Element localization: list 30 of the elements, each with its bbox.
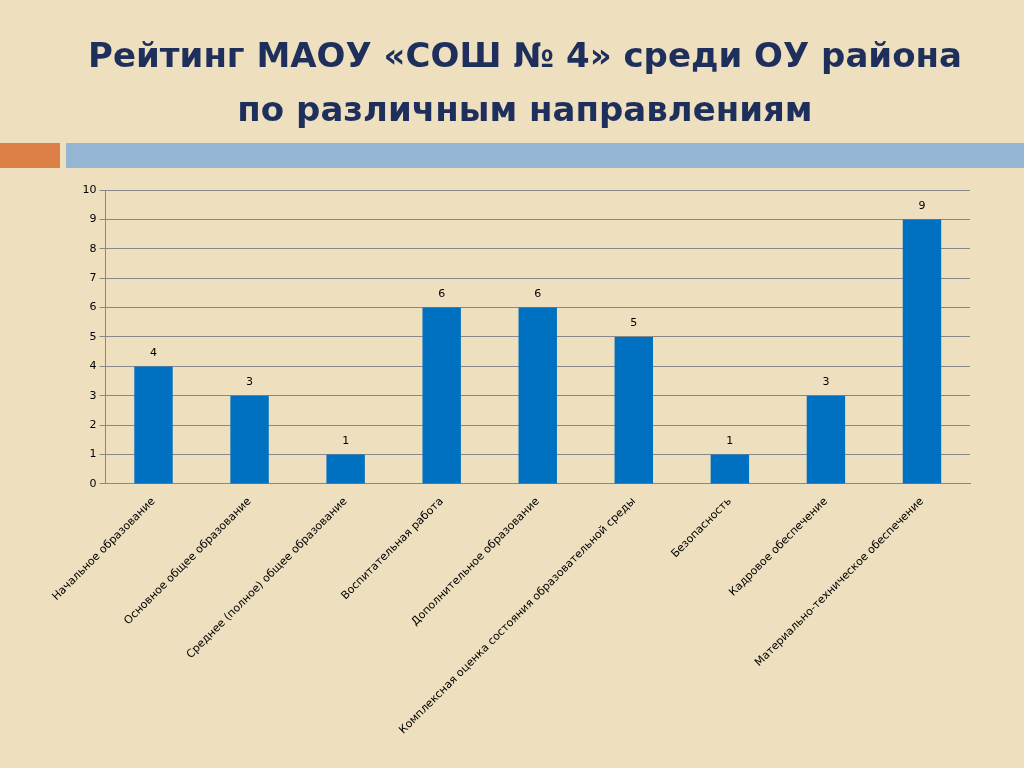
y-tick-label: 9 [89,212,97,226]
data-label: 3 [822,375,830,389]
data-label: 6 [534,286,542,300]
bar [902,219,942,484]
bar [806,395,846,484]
y-tick-label: 0 [89,476,97,490]
data-label: 3 [246,375,254,389]
bar [614,337,654,484]
y-tick-label: 1 [89,447,97,461]
data-label: 1 [726,433,734,447]
y-tick-label: 6 [89,300,97,314]
data-label: 5 [630,316,638,330]
data-label: 9 [918,198,926,212]
bar [710,454,750,484]
y-tick-label: 3 [89,388,97,402]
y-tick-label: 4 [89,359,97,373]
bar [518,307,557,484]
bar [230,395,269,484]
bar [326,454,365,484]
y-tick-label: 10 [82,182,97,196]
data-label: 6 [438,286,446,300]
y-tick-label: 8 [89,241,97,255]
data-label: 1 [342,433,350,447]
bar [134,366,173,484]
bar [422,307,461,484]
data-label: 4 [150,345,158,359]
y-tick-label: 5 [89,329,97,343]
chart-title: Рейтинг МАОУ «СОШ № 4» среди ОУ района по различным направлениям [87,34,963,131]
y-tick-label: 2 [89,418,97,432]
y-tick-label: 7 [89,271,97,285]
